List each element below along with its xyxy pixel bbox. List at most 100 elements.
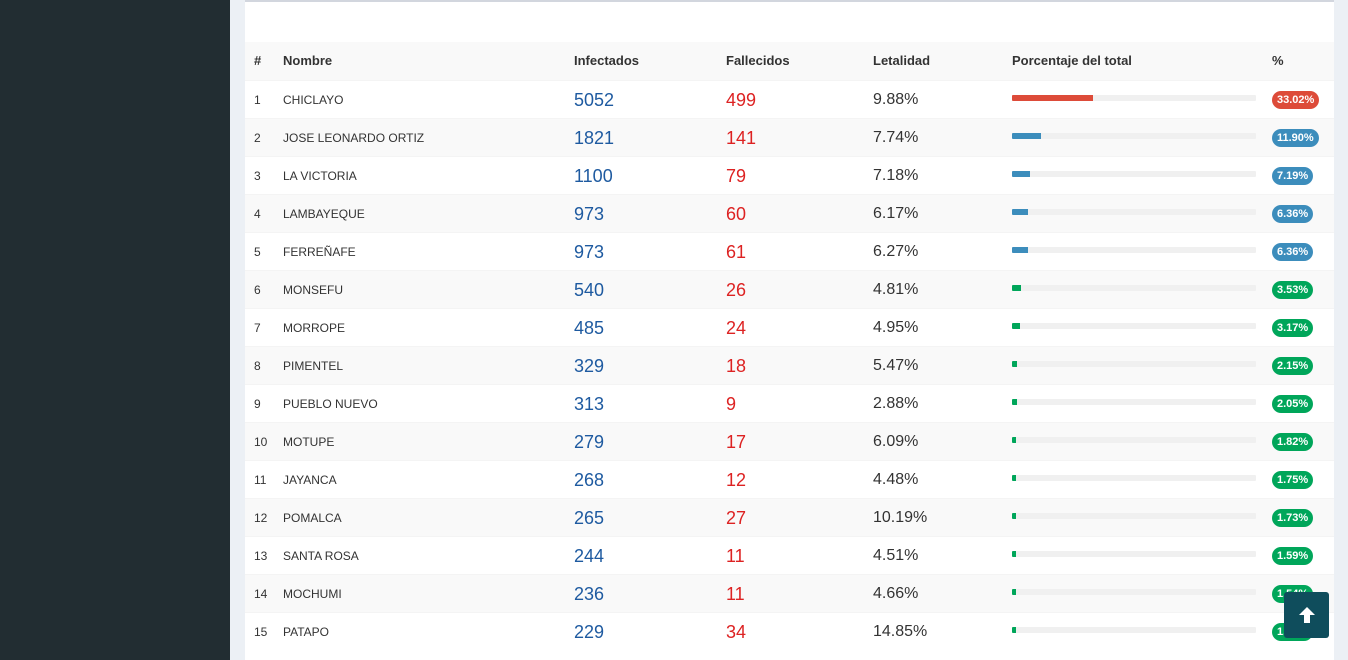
row-progress <box>1012 309 1256 347</box>
progress-fill <box>1012 285 1021 291</box>
row-letalidad: 2.88% <box>873 395 919 412</box>
row-pct: 6.36% <box>1272 195 1314 233</box>
row-progress <box>1012 423 1256 461</box>
pct-badge: 3.17% <box>1272 318 1314 337</box>
row-letalidad: 4.81% <box>873 281 919 298</box>
row-num: 14 <box>254 587 268 601</box>
row-fallecidos: 17 <box>726 432 747 452</box>
row-letalidad: 14.85% <box>873 623 928 640</box>
row-infectados: 973 <box>574 242 605 262</box>
row-infectados: 244 <box>574 546 605 566</box>
row-num: 2 <box>254 131 261 145</box>
sidebar <box>0 0 230 660</box>
progress-fill <box>1012 475 1017 481</box>
progress-fill <box>1012 171 1030 177</box>
row-num: 6 <box>254 283 261 297</box>
row-name: JOSE LEONARDO ORTIZ <box>283 131 425 145</box>
header-infectados: Infectados <box>574 53 640 68</box>
row-progress <box>1012 575 1256 613</box>
row-letalidad: 7.18% <box>873 167 919 184</box>
pct-badge: 11.90% <box>1272 128 1319 147</box>
table-row: 13 SANTA ROSA 244 11 4.51% 1.59% <box>245 536 1334 574</box>
row-infectados: 1821 <box>574 128 615 148</box>
table-row: 11 JAYANCA 268 12 4.48% 1.75% <box>245 460 1334 498</box>
progress-fill <box>1012 323 1020 329</box>
row-num: 1 <box>254 93 261 107</box>
row-pct: 1.82% <box>1272 423 1314 461</box>
row-name: POMALCA <box>283 511 342 525</box>
progress-fill <box>1012 399 1017 405</box>
row-fallecidos: 18 <box>726 356 747 376</box>
row-progress <box>1012 461 1256 499</box>
progress-track <box>1012 437 1256 443</box>
progress-fill <box>1012 247 1028 253</box>
row-pct: 11.90% <box>1272 119 1319 157</box>
row-letalidad: 4.48% <box>873 471 919 488</box>
progress-fill <box>1012 437 1017 443</box>
row-progress <box>1012 119 1256 157</box>
table-row: 12 POMALCA 265 27 10.19% 1.73% <box>245 498 1334 536</box>
progress-fill <box>1012 513 1017 519</box>
table-row: 4 LAMBAYEQUE 973 60 6.17% 6.36% <box>245 194 1334 232</box>
row-num: 15 <box>254 625 268 639</box>
row-num: 4 <box>254 207 261 221</box>
scroll-to-top-button[interactable] <box>1284 592 1329 638</box>
row-fallecidos: 60 <box>726 204 747 224</box>
row-fallecidos: 12 <box>726 470 747 490</box>
pct-badge: 6.36% <box>1272 204 1314 223</box>
row-infectados: 313 <box>574 394 605 414</box>
pct-badge: 3.53% <box>1272 280 1314 299</box>
row-infectados: 540 <box>574 280 605 300</box>
row-progress <box>1012 385 1256 423</box>
pct-badge: 7.19% <box>1272 166 1314 185</box>
header-letalidad: Letalidad <box>873 53 931 68</box>
row-progress <box>1012 613 1256 651</box>
row-fallecidos: 9 <box>726 394 737 414</box>
row-letalidad: 6.17% <box>873 205 919 222</box>
row-fallecidos: 24 <box>726 318 747 338</box>
progress-fill <box>1012 361 1018 367</box>
pct-badge: 2.15% <box>1272 356 1314 375</box>
row-pct: 1.73% <box>1272 499 1314 537</box>
row-fallecidos: 34 <box>726 622 747 642</box>
row-pct: 7.19% <box>1272 157 1314 195</box>
progress-track <box>1012 95 1256 101</box>
row-fallecidos: 26 <box>726 280 747 300</box>
row-name: SANTA ROSA <box>283 549 359 563</box>
row-pct: 33.02% <box>1272 81 1320 119</box>
progress-track <box>1012 399 1256 405</box>
row-progress <box>1012 499 1256 537</box>
progress-track <box>1012 551 1256 557</box>
progress-track <box>1012 247 1256 253</box>
row-name: LAMBAYEQUE <box>283 207 365 221</box>
row-infectados: 268 <box>574 470 605 490</box>
progress-track <box>1012 627 1256 633</box>
row-fallecidos: 499 <box>726 90 757 110</box>
row-pct: 1.75% <box>1272 461 1314 499</box>
progress-track <box>1012 209 1256 215</box>
row-progress <box>1012 195 1256 233</box>
progress-track <box>1012 589 1256 595</box>
row-name: CHICLAYO <box>283 93 344 107</box>
row-infectados: 485 <box>574 318 605 338</box>
progress-track <box>1012 285 1256 291</box>
progress-fill <box>1012 95 1093 101</box>
progress-fill <box>1012 209 1028 215</box>
progress-track <box>1012 361 1256 367</box>
row-name: MOTUPE <box>283 435 335 449</box>
progress-fill <box>1012 551 1016 557</box>
header-name: Nombre <box>283 53 333 68</box>
table-row: 9 PUEBLO NUEVO 313 9 2.88% 2.05% <box>245 384 1334 422</box>
row-infectados: 265 <box>574 508 605 528</box>
row-infectados: 329 <box>574 356 605 376</box>
table-row: 10 MOTUPE 279 17 6.09% 1.82% <box>245 422 1334 460</box>
row-num: 8 <box>254 359 261 373</box>
main-content: # Nombre Infectados Fallecidos Letalidad… <box>230 0 1348 660</box>
table-row: 8 PIMENTEL 329 18 5.47% 2.15% <box>245 346 1334 384</box>
row-fallecidos: 11 <box>726 584 745 604</box>
pct-badge: 2.05% <box>1272 394 1314 413</box>
row-progress <box>1012 271 1256 309</box>
row-pct: 2.05% <box>1272 385 1314 423</box>
row-fallecidos: 11 <box>726 546 745 566</box>
row-letalidad: 4.95% <box>873 319 919 336</box>
